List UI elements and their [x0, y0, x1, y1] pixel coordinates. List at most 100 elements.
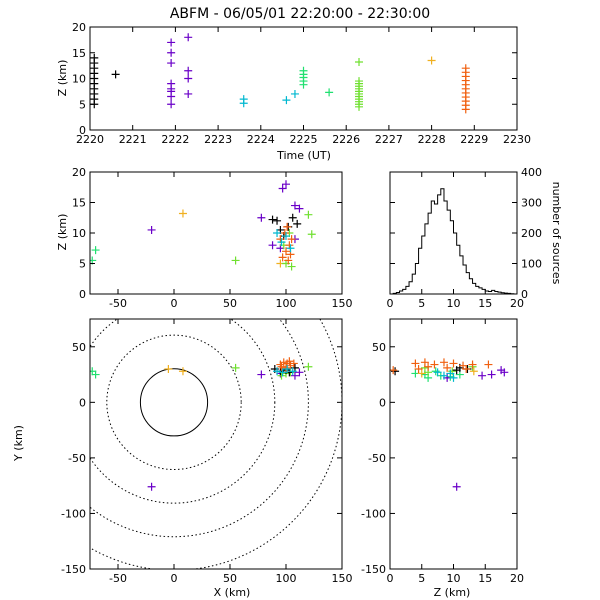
source-point [278, 368, 287, 377]
source-point [273, 367, 282, 376]
histogram-step-line [390, 188, 517, 294]
source-point [295, 368, 304, 377]
y-tick-label: 400 [521, 166, 542, 179]
x-tick-label: 150 [332, 572, 353, 585]
source-point [282, 96, 291, 105]
y-tick-label: 0 [379, 396, 386, 409]
source-point [257, 213, 266, 222]
source-point [289, 359, 298, 368]
source-point [390, 366, 398, 375]
x-tick-label: 150 [332, 297, 353, 310]
y-tick-label: -150 [361, 563, 386, 576]
x-tick-label: 0 [171, 572, 178, 585]
x-tick-label: 15 [478, 572, 492, 585]
source-point [449, 359, 458, 368]
x-y-panel: Y (km) X (km) -50 0 50 100 150 -150 -100 -50 0 50 [12, 318, 353, 599]
source-point [307, 230, 316, 239]
source-point [431, 367, 440, 376]
source-point [90, 53, 99, 62]
source-point [446, 369, 455, 378]
y-tick-label: -100 [61, 507, 86, 520]
axes-frame [389, 318, 518, 570]
source-point [288, 367, 297, 376]
x-tick-label: 2224 [247, 133, 275, 146]
source-point [452, 482, 461, 491]
x-y-ylabel: Y (km) [12, 425, 25, 462]
y-tick-label: -50 [68, 452, 86, 465]
source-point [184, 89, 193, 98]
x-tick-label: 10 [447, 572, 461, 585]
x-tick-label: 2230 [503, 133, 531, 146]
source-point [484, 360, 493, 369]
source-point [167, 59, 176, 68]
source-point [439, 358, 448, 367]
source-point [299, 66, 308, 75]
x-tick-label: 15 [478, 297, 492, 310]
y-tick-label: 20 [72, 21, 86, 34]
source-point [478, 371, 487, 380]
x-z-panel: Z (km) -50 0 50 100 150 0 5 10 15 20 [56, 166, 353, 310]
y-tick-label: 5 [79, 258, 86, 271]
axes-frame [89, 171, 343, 295]
source-point [268, 241, 277, 250]
source-point [299, 80, 308, 89]
source-point [283, 365, 292, 373]
source-point [462, 365, 471, 373]
source-point [91, 246, 100, 255]
source-point [293, 219, 302, 228]
source-point [424, 362, 433, 371]
source-point [278, 253, 287, 262]
source-point [167, 48, 176, 57]
source-point [355, 58, 364, 67]
y-tick-label: 10 [72, 227, 86, 240]
y-tick-label: 0 [79, 288, 86, 301]
x-tick-label: 0 [387, 572, 394, 585]
x-tick-label: 2220 [76, 133, 104, 146]
x-tick-label: 10 [447, 297, 461, 310]
range-ring [139, 368, 209, 437]
range-ring [90, 319, 342, 569]
source-point [91, 370, 100, 379]
x-tick-label: 2227 [375, 133, 403, 146]
x-tick-label: -50 [109, 297, 127, 310]
y-tick-label: -100 [361, 507, 386, 520]
source-point [487, 370, 496, 379]
time-height-xlabel: Time (UT) [276, 149, 331, 162]
source-point [282, 232, 290, 241]
source-point [469, 367, 478, 376]
x-tick-label: 0 [387, 297, 394, 310]
source-point [184, 66, 193, 75]
source-point [287, 235, 296, 244]
source-point [167, 38, 176, 47]
source-point [285, 357, 294, 366]
source-point [277, 371, 286, 380]
source-point [273, 229, 282, 237]
source-point [231, 363, 240, 372]
source-point [282, 247, 290, 256]
x-tick-label: 0 [171, 297, 178, 310]
x-tick-label: 100 [276, 297, 297, 310]
x-tick-label: 2226 [332, 133, 360, 146]
x-tick-label: 5 [418, 297, 425, 310]
source-point [167, 92, 176, 101]
z-y-xlabel: Z (km) [434, 586, 471, 599]
x-z-ylabel: Z (km) [56, 214, 69, 251]
y-tick-label: 15 [72, 47, 86, 60]
source-point [257, 370, 266, 379]
source-point [449, 373, 458, 382]
time-height-panel: Z (km) Time (UT) 2220 2221 2222 2223 2224 222… [56, 21, 531, 162]
y-tick-label: 0 [79, 124, 86, 137]
axes-frame [89, 318, 343, 570]
x-tick-label: 2222 [161, 133, 189, 146]
source-point [443, 363, 452, 372]
y-tick-label: 15 [72, 197, 86, 210]
y-tick-label: 50 [372, 341, 386, 354]
height-histogram-ylabel: number of sources [550, 182, 563, 285]
source-point [284, 256, 293, 265]
time-height-ylabel: Z (km) [56, 60, 69, 97]
source-point [184, 74, 193, 83]
source-point [282, 363, 290, 372]
source-point [455, 370, 464, 379]
